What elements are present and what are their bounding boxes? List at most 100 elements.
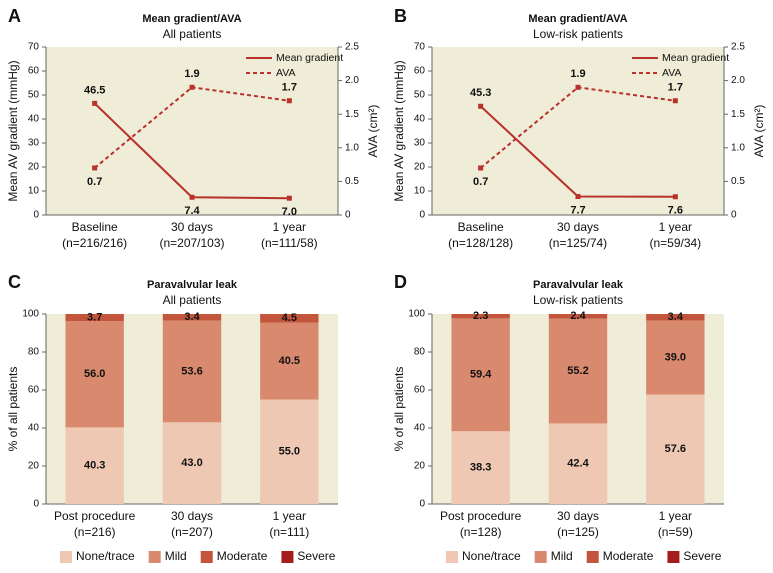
legend-label: None/trace <box>462 549 521 563</box>
y-tick-label: 70 <box>414 42 426 53</box>
value-label: 7.0 <box>282 206 297 218</box>
panel-label: A <box>8 6 21 26</box>
x-tick-label: Baseline <box>458 220 504 234</box>
bar-segment <box>65 321 124 428</box>
y-tick-label: 60 <box>414 385 426 396</box>
panel-label: D <box>394 272 407 292</box>
y2-axis-title: AVA (cm²) <box>752 105 766 158</box>
x-tick-label: 1 year <box>273 509 306 523</box>
x-tick-note: (n=128/128) <box>448 236 513 250</box>
y-tick-label: 60 <box>28 385 40 396</box>
y2-tick-label: 2.0 <box>345 75 359 86</box>
x-tick-note: (n=125) <box>557 525 599 539</box>
point <box>286 195 292 201</box>
y-tick-label: 10 <box>414 186 426 197</box>
bar-value-label: 56.0 <box>84 368 105 380</box>
legend-label: Severe <box>683 549 721 563</box>
y-tick-label: 0 <box>419 499 425 510</box>
chart-title: Paravalvular leak <box>533 279 624 291</box>
chart-subtitle: Low-risk patients <box>533 27 623 41</box>
y-axis-title: % of all patients <box>392 367 406 452</box>
bar-segment <box>451 431 510 504</box>
bar-value-label: 55.2 <box>567 365 588 377</box>
bar-segment <box>451 318 510 432</box>
legend-label: None/trace <box>76 549 135 563</box>
value-label: 1.7 <box>668 82 683 94</box>
x-tick-label: Post procedure <box>54 509 136 523</box>
point <box>92 100 98 106</box>
panel-label: C <box>8 272 21 292</box>
legend-label: AVA <box>662 67 681 79</box>
y-axis-title: % of all patients <box>6 367 20 452</box>
legend-label: AVA <box>276 67 295 79</box>
legend-label: Moderate <box>217 549 268 563</box>
bar-value-label: 38.3 <box>470 462 491 474</box>
y-tick-label: 40 <box>28 423 40 434</box>
point <box>575 194 581 200</box>
bar-value-label: 40.3 <box>84 460 105 472</box>
legend-swatch <box>200 551 213 563</box>
y-tick-label: 0 <box>33 499 39 510</box>
chart-title: Paravalvular leak <box>147 279 238 291</box>
bar-segment <box>65 427 124 504</box>
value-label: 0.7 <box>473 176 488 188</box>
legend-swatch <box>60 551 72 563</box>
legend-swatch <box>534 551 547 563</box>
y2-tick-label: 1.0 <box>731 142 745 153</box>
bar-value-label: 55.0 <box>279 446 300 458</box>
point <box>478 103 484 109</box>
x-tick-note: (n=59/34) <box>649 236 701 250</box>
chart-subtitle: All patients <box>163 27 222 41</box>
value-label: 1.9 <box>184 68 199 80</box>
y-tick-label: 0 <box>419 210 425 221</box>
y2-tick-label: 1.0 <box>345 142 359 153</box>
bar-segment <box>646 320 705 395</box>
y-tick-label: 40 <box>414 423 426 434</box>
legend-swatch <box>446 551 458 563</box>
chart-subtitle: All patients <box>163 293 222 307</box>
value-label: 7.4 <box>184 205 200 217</box>
bar-value-label: 3.4 <box>668 311 684 323</box>
point <box>92 165 98 171</box>
point <box>575 84 581 90</box>
y-tick-label: 30 <box>28 138 40 149</box>
legend-label: Mild <box>165 549 187 563</box>
x-tick-label: Post procedure <box>440 509 522 523</box>
bar-value-label: 3.4 <box>184 311 200 323</box>
value-label: 7.6 <box>668 205 683 217</box>
y2-tick-label: 1.5 <box>731 109 745 120</box>
x-tick-note: (n=207) <box>171 525 213 539</box>
bar-value-label: 59.4 <box>470 369 492 381</box>
x-tick-label: 30 days <box>171 509 213 523</box>
bar-value-label: 2.3 <box>473 310 488 322</box>
point <box>189 84 195 90</box>
legend-label: Mean gradient <box>662 52 729 64</box>
x-tick-label: 30 days <box>557 509 599 523</box>
y2-tick-label: 0.5 <box>731 176 745 187</box>
point <box>672 98 678 104</box>
bar-segment <box>548 314 608 319</box>
y-axis-title: Mean AV gradient (mmHg) <box>392 60 406 201</box>
x-tick-note: (n=125/74) <box>549 236 607 250</box>
bar-value-label: 42.4 <box>567 458 589 470</box>
y2-tick-label: 2.5 <box>731 42 745 53</box>
bar-segment <box>162 422 222 504</box>
bar-value-label: 43.0 <box>181 457 202 469</box>
y2-tick-label: 2.0 <box>731 75 745 86</box>
chart-title: Mean gradient/AVA <box>142 13 241 25</box>
legend-label: Mild <box>551 549 573 563</box>
y-tick-label: 50 <box>28 90 40 101</box>
y2-tick-label: 0 <box>731 210 737 221</box>
x-tick-label: 30 days <box>557 220 599 234</box>
bar-segment <box>65 314 124 322</box>
bar-segment <box>548 318 608 424</box>
x-tick-label: Baseline <box>72 220 118 234</box>
y-tick-label: 40 <box>28 114 40 125</box>
y-tick-label: 20 <box>414 162 426 173</box>
value-label: 1.7 <box>282 82 297 94</box>
y-tick-label: 20 <box>28 162 40 173</box>
y2-tick-label: 0.5 <box>345 176 359 187</box>
legend-swatch <box>586 551 599 563</box>
bar-value-label: 39.0 <box>665 351 686 363</box>
